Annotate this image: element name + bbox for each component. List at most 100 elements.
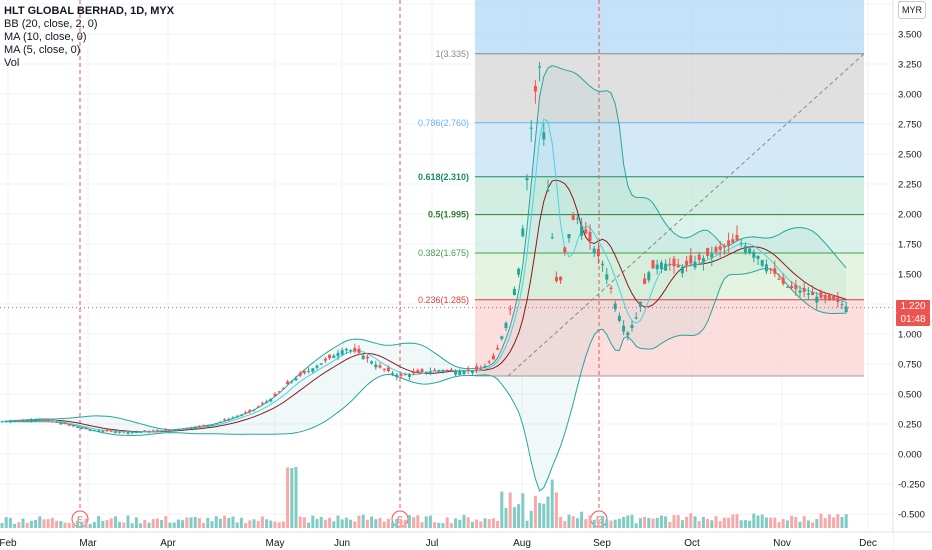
- candle-body: [428, 371, 432, 373]
- x-tick-label: May: [266, 538, 285, 549]
- candle-body: [655, 264, 659, 270]
- volume-bar: [441, 523, 445, 528]
- volume-bar: [542, 503, 546, 528]
- volume-bar: [302, 517, 306, 528]
- y-tick-label: 0.750: [898, 360, 922, 371]
- volume-bar: [248, 520, 252, 528]
- candle-body: [55, 421, 59, 423]
- volume-bar: [374, 519, 378, 528]
- x-tick-label: Sep: [593, 538, 611, 549]
- candle-body: [559, 276, 563, 281]
- volume-bar: [781, 519, 785, 528]
- volume-bar: [722, 517, 726, 528]
- candle-body: [445, 369, 449, 371]
- candle-body: [802, 288, 806, 292]
- candle-body: [689, 255, 693, 264]
- volume-bar: [836, 514, 840, 528]
- candle-body: [84, 427, 88, 430]
- volume-bar: [563, 521, 567, 528]
- volume-bar: [844, 514, 848, 528]
- earnings-marker-label: E: [77, 515, 83, 525]
- candle-body: [764, 264, 768, 272]
- volume-bar: [202, 522, 206, 528]
- volume-bar: [445, 517, 449, 528]
- candle-body: [361, 355, 365, 360]
- candle-body: [622, 325, 626, 332]
- volume-bar: [802, 516, 806, 528]
- candle-body: [336, 352, 340, 357]
- volume-bar: [643, 516, 647, 528]
- candle-body: [554, 276, 558, 282]
- candle-body: [718, 246, 722, 250]
- volume-bar: [307, 522, 311, 528]
- candle-body: [328, 354, 332, 359]
- volume-bar: [105, 520, 109, 528]
- candle-body: [815, 296, 819, 303]
- volume-bar: [672, 515, 676, 528]
- volume-bar: [126, 515, 130, 528]
- candle-body: [80, 428, 84, 430]
- y-tick-label: 0.000: [898, 450, 922, 461]
- volume-bar: [475, 519, 479, 528]
- candle-body: [550, 237, 554, 239]
- candle-body: [714, 247, 718, 252]
- candle-body: [672, 258, 676, 267]
- volume-bar: [718, 521, 722, 528]
- volume-bar: [168, 522, 172, 528]
- candle-body: [323, 358, 327, 361]
- candle-body: [836, 297, 840, 302]
- currency-unit-button[interactable]: MYR: [898, 1, 926, 19]
- volume-bar: [622, 517, 626, 528]
- candle-body: [101, 430, 105, 432]
- candle-body: [67, 424, 71, 426]
- volume-bar: [811, 522, 815, 528]
- volume-bar: [794, 516, 798, 528]
- candle-body: [403, 374, 407, 376]
- candle-body: [382, 368, 386, 370]
- volume-bar: [832, 517, 836, 528]
- y-tick-label: 3.000: [898, 90, 922, 101]
- candle-body: [596, 248, 600, 257]
- candle-body: [151, 430, 155, 432]
- volume-bar: [433, 522, 437, 528]
- candle-body: [542, 132, 546, 140]
- candle-body: [130, 432, 134, 434]
- volume-bar: [710, 520, 714, 528]
- volume-bar: [223, 515, 227, 528]
- candle-body: [643, 278, 647, 285]
- volume-bar: [181, 520, 185, 528]
- volume-bar: [76, 520, 80, 528]
- volume-bar: [319, 516, 323, 528]
- candle-body: [521, 228, 525, 237]
- volume-bar: [151, 519, 155, 528]
- candle-body: [571, 215, 575, 220]
- candle-body: [206, 425, 210, 427]
- candle-body: [441, 370, 445, 372]
- volume-bar: [416, 515, 420, 528]
- volume-bar: [88, 523, 92, 528]
- volume-bar: [647, 518, 651, 528]
- candle-body: [563, 247, 567, 253]
- fib-level-label: 0.382(1.675): [418, 248, 469, 258]
- volume-bar: [340, 519, 344, 528]
- volume-bar: [403, 519, 407, 528]
- candle-body: [840, 304, 844, 306]
- candle-body: [265, 401, 269, 403]
- volume-bar: [659, 515, 663, 528]
- volume-bar: [29, 520, 33, 528]
- volume-bar: [269, 520, 273, 528]
- candle-body: [315, 365, 319, 368]
- volume-bar: [46, 519, 50, 528]
- volume-bar: [680, 520, 684, 528]
- candle-body: [71, 425, 75, 427]
- candle-body: [798, 290, 802, 293]
- volume-bar: [17, 522, 21, 528]
- candle-body: [63, 422, 67, 424]
- candle-body: [454, 370, 458, 375]
- volume-bar: [214, 516, 218, 528]
- candle-body: [113, 431, 117, 433]
- x-tick-label: Feb: [0, 538, 17, 549]
- y-tick-label: 1.500: [898, 270, 922, 281]
- last-price-tag: 1.220: [896, 300, 930, 313]
